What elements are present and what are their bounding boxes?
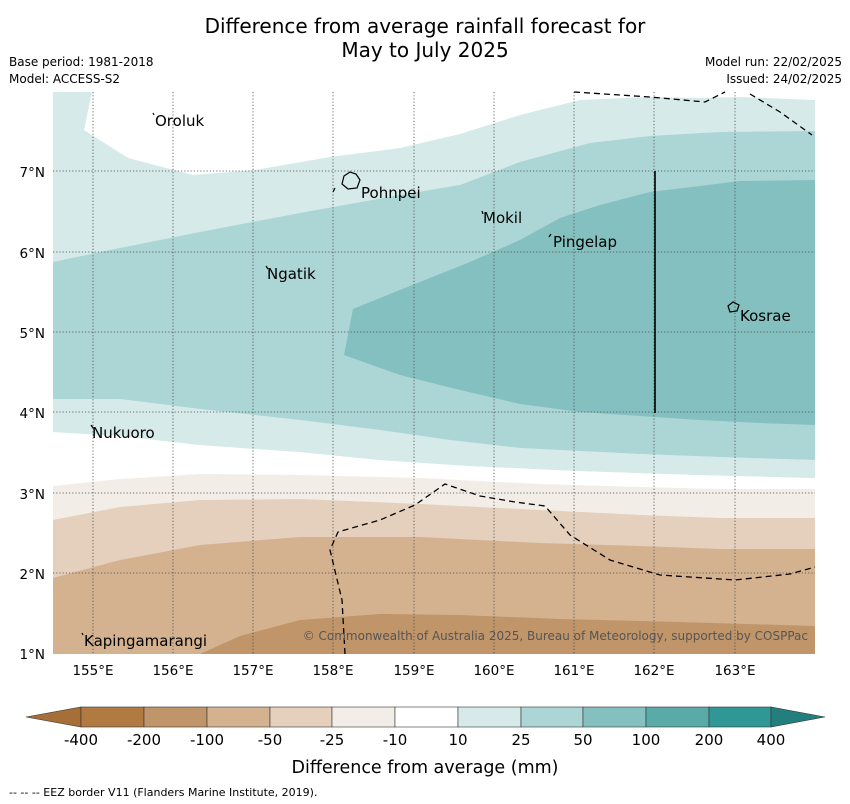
- lon-label-159e: 159°E: [393, 663, 434, 679]
- colorbar-tick-100: 100: [632, 731, 661, 749]
- colorbar-arrow-wet: [770, 706, 826, 728]
- colorbar: -400 -200 -100 -50 -25 -10 10 25 50 100 …: [25, 706, 826, 778]
- lon-label-158e: 158°E: [312, 663, 353, 679]
- contour-fills: [53, 92, 815, 654]
- lat-label-1n: 1°N: [20, 647, 45, 663]
- issued-text: Issued: 24/02/2025: [726, 72, 842, 86]
- latitude-labels: 7°N 6°N 5°N 4°N 3°N 2°N 1°N: [20, 165, 45, 663]
- lon-label-162e: 162°E: [633, 663, 674, 679]
- colorbar-tick-25: 25: [511, 731, 530, 749]
- chart-title: Difference from average rainfall forecas…: [0, 14, 850, 62]
- colorbar-tick-minus50: -50: [258, 731, 283, 749]
- lat-label-3n: 3°N: [20, 487, 45, 503]
- eez-footnote: -- -- -- EEZ border V11 (Flanders Marine…: [9, 786, 318, 799]
- rainfall-map: Oroluk Pohnpei Mokil Pingelap Ngatik Kos…: [20, 91, 826, 778]
- lat-label-5n: 5°N: [20, 326, 45, 342]
- model-name-text: Model: ACCESS-S2: [9, 72, 121, 86]
- pohnpei-island-shape: [341, 171, 361, 190]
- lon-label-161e: 161°E: [553, 663, 594, 679]
- place-label-pingelap: Pingelap: [553, 233, 617, 251]
- lon-label-163e: 163°E: [714, 663, 755, 679]
- longitude-labels: 155°E 156°E 157°E 158°E 159°E 160°E 161°…: [72, 663, 755, 679]
- colorbar-tick-50: 50: [573, 731, 592, 749]
- colorbar-segment-7: [457, 706, 522, 728]
- colorbar-tick-minus10: -10: [383, 731, 408, 749]
- colorbar-tick-400: 400: [757, 731, 786, 749]
- colorbar-segment-2: [143, 706, 208, 728]
- model-info: Base period: 1981-2018 Model: ACCESS-S2: [9, 54, 154, 88]
- contour-25-50-lower: [53, 370, 815, 460]
- place-label-oroluk: Oroluk: [155, 112, 204, 130]
- lon-label-160e: 160°E: [473, 663, 514, 679]
- lon-label-155e: 155°E: [72, 663, 113, 679]
- model-run-text: Model run: 22/02/2025: [704, 55, 842, 69]
- eez-borders: [329, 91, 816, 655]
- colorbar-tick-200: 200: [695, 731, 724, 749]
- colorbar-label: Difference from average (mm): [291, 758, 558, 778]
- place-label-pohnpei: Pohnpei: [361, 184, 421, 202]
- lat-label-4n: 4°N: [20, 406, 45, 422]
- colorbar-segment-1: [80, 706, 145, 728]
- title-line-2: May to July 2025: [341, 38, 509, 62]
- place-label-ngatik: Ngatik: [267, 265, 316, 283]
- colorbar-segment-3: [206, 706, 271, 728]
- lat-label-6n: 6°N: [20, 246, 45, 262]
- colorbar-segment-10: [645, 706, 710, 728]
- place-labels: Oroluk Pohnpei Mokil Pingelap Ngatik Kos…: [84, 112, 791, 650]
- colorbar-segment-8: [520, 706, 584, 728]
- place-label-kapingamarangi: Kapingamarangi: [84, 632, 207, 650]
- colorbar-segment-9: [582, 706, 647, 728]
- base-period-text: Base period: 1981-2018: [9, 55, 154, 69]
- place-label-kosrae: Kosrae: [740, 307, 791, 325]
- colorbar-segment-5: [331, 706, 396, 728]
- contour-lower-lightband: [53, 399, 815, 478]
- colorbar-tick-minus100: -100: [190, 731, 224, 749]
- colorbar-arrow-dry: [25, 706, 82, 728]
- colorbar-tick-minus25: -25: [320, 731, 345, 749]
- colorbar-tick-minus200: -200: [127, 731, 161, 749]
- lat-label-7n: 7°N: [20, 165, 45, 181]
- lat-label-2n: 2°N: [20, 567, 45, 583]
- contour-50-100-core: [344, 180, 815, 425]
- colorbar-segment-11: [708, 706, 772, 728]
- colorbar-segment-4: [269, 706, 333, 728]
- title-line-1: Difference from average rainfall forecas…: [204, 14, 646, 38]
- lon-label-156e: 156°E: [152, 663, 193, 679]
- run-info: Model run: 22/02/2025 Issued: 24/02/2025: [705, 54, 842, 88]
- contour-minus100-200: [200, 614, 815, 654]
- copyright-text: © Commonwealth of Australia 2025, Bureau…: [303, 629, 808, 643]
- kosrae-island-shape: [727, 301, 740, 313]
- lon-label-157e: 157°E: [232, 663, 273, 679]
- place-label-nukuoro: Nukuoro: [92, 424, 155, 442]
- colorbar-tick-10: 10: [448, 731, 467, 749]
- place-label-mokil: Mokil: [483, 209, 522, 227]
- island-shapes: [81, 112, 740, 636]
- colorbar-tick-minus400: -400: [64, 731, 98, 749]
- colorbar-segment-6: [394, 706, 459, 728]
